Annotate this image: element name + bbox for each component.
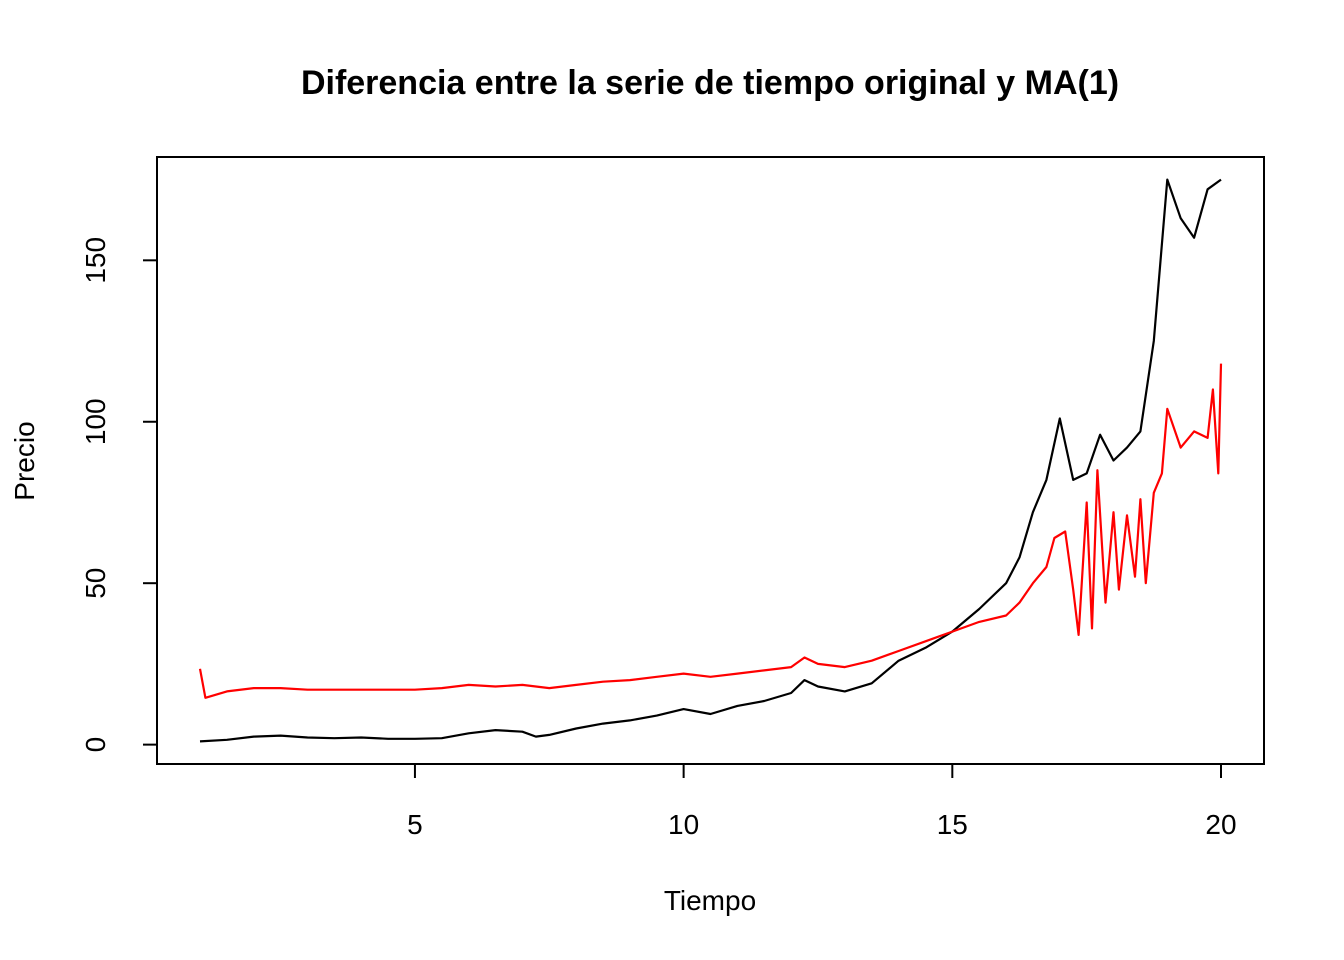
x-tick-label: 15 [937,809,968,840]
y-tick-label: 150 [80,237,111,284]
x-axis: 5 10 15 20 [407,763,1237,840]
series-line-1 [199,178,1222,743]
series-layer [198,178,1223,743]
x-tick-label: 20 [1205,809,1236,840]
y-tick-label: 50 [80,568,111,599]
plot-frame [156,156,1265,765]
x-axis-label: Tiempo [664,885,756,916]
y-axis: 0 50 100 150 [80,237,158,753]
x-tick-label: 10 [668,809,699,840]
series-line-2 [198,363,1223,699]
x-tick-label: 5 [407,809,423,840]
y-tick-label: 0 [80,737,111,753]
y-axis-label: Precio [9,421,40,500]
chart-title: Diferencia entre la serie de tiempo orig… [301,64,1119,102]
y-tick-label: 100 [80,398,111,445]
